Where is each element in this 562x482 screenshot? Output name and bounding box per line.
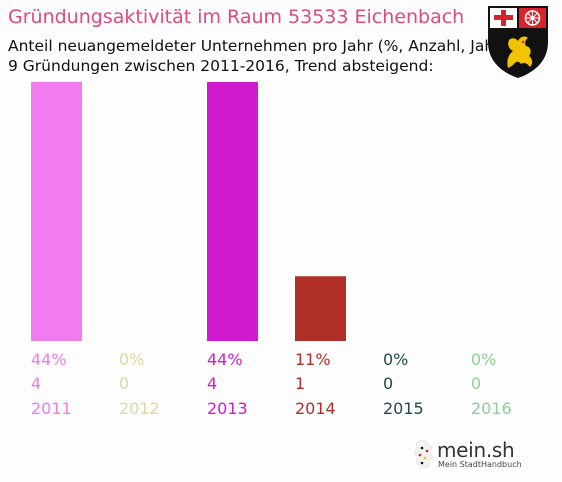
percent-label-2011: 44%: [31, 350, 67, 369]
year-label-2015: 2015: [383, 399, 424, 418]
year-label-2014: 2014: [295, 399, 336, 418]
logo-name: mein.sh: [437, 438, 515, 462]
percent-label-2014: 11%: [295, 350, 331, 369]
count-label-2013: 4: [207, 374, 217, 393]
count-label-2015: 0: [383, 374, 393, 393]
year-label-2012: 2012: [119, 399, 160, 418]
bar-2011: [31, 82, 82, 341]
coat-of-arms-icon: [488, 6, 548, 78]
logo-tagline: Mein StadtHandbuch: [438, 460, 522, 469]
mein-sh-logo[interactable]: mein.sh Mein StadtHandbuch: [412, 437, 524, 473]
percent-label-2016: 0%: [471, 350, 496, 369]
chart-title: Gründungsaktivität im Raum 53533 Eichenb…: [8, 6, 465, 28]
year-label-2011: 2011: [31, 399, 72, 418]
count-label-2014: 1: [295, 374, 305, 393]
chart-subtitle: Anteil neuangemeldeter Unternehmen pro J…: [8, 36, 507, 76]
germany-map-icon: [413, 439, 434, 469]
count-label-2011: 4: [31, 374, 41, 393]
year-label-2016: 2016: [471, 399, 512, 418]
year-label-2013: 2013: [207, 399, 248, 418]
bar-2014: [295, 276, 346, 341]
bar-2013: [207, 82, 258, 341]
subtitle-line-1: Anteil neuangemeldeter Unternehmen pro J…: [8, 37, 507, 55]
subtitle-line-2: 9 Gründungen zwischen 2011-2016, Trend a…: [8, 57, 434, 75]
count-label-2012: 0: [119, 374, 129, 393]
percent-label-2013: 44%: [207, 350, 243, 369]
percent-label-2012: 0%: [119, 350, 144, 369]
percent-label-2015: 0%: [383, 350, 408, 369]
count-label-2016: 0: [471, 374, 481, 393]
